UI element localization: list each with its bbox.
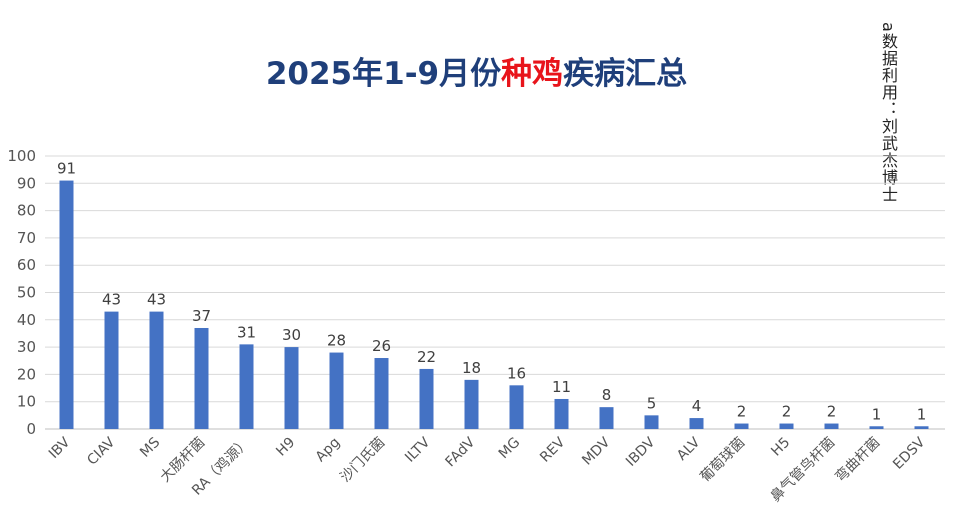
bar [689, 418, 704, 429]
bar [284, 347, 299, 429]
bar [914, 426, 929, 429]
data-label: 28 [327, 332, 346, 350]
title-prefix: 2025年1-9月份 [265, 56, 502, 92]
x-tick-label: EDSV [890, 434, 929, 473]
x-tick-label: 弯曲杆菌 [832, 434, 884, 486]
data-label: 37 [192, 307, 211, 325]
data-label: 91 [57, 160, 76, 178]
x-tick-label: Apg [313, 435, 344, 466]
x-tick-label: MS [137, 434, 163, 460]
data-label: 16 [507, 364, 526, 382]
y-tick-label: 100 [7, 147, 36, 165]
data-label: 43 [102, 291, 121, 309]
y-tick-label: 50 [17, 284, 36, 302]
x-tick-label: ILTV [402, 434, 434, 466]
bar [824, 423, 839, 429]
data-label: 2 [737, 403, 747, 421]
x-tick-label: IBDV [623, 434, 659, 470]
x-tick-label: H5 [768, 435, 793, 460]
bar [464, 379, 479, 429]
x-tick-label: MDV [579, 434, 613, 468]
data-label: 30 [282, 326, 301, 344]
x-tick-label: H9 [273, 435, 298, 460]
chart-title: 2025年1-9月份种鸡疾病汇总 [0, 48, 953, 93]
title-accent: 种鸡 [501, 56, 564, 92]
x-tick-label: CIAV [84, 434, 118, 468]
data-label: 31 [237, 323, 256, 341]
data-label: 18 [462, 359, 481, 377]
bar [599, 407, 614, 429]
y-tick-label: 0 [26, 420, 36, 438]
bar [374, 358, 389, 429]
y-tick-label: 40 [17, 311, 36, 329]
data-label: 8 [602, 386, 612, 404]
bar [734, 423, 749, 429]
data-source-note: a数据利用：刘武杰博士 [879, 22, 898, 203]
bar [869, 426, 884, 429]
data-label: 22 [417, 348, 436, 366]
y-tick-label: 70 [17, 229, 36, 247]
x-tick-label: REV [537, 434, 569, 466]
y-tick-label: 30 [17, 338, 36, 356]
y-tick-label: 90 [17, 174, 36, 192]
data-label: 5 [647, 394, 657, 412]
x-tick-label: ALV [674, 434, 704, 464]
x-tick-label: FAdV [443, 434, 479, 470]
data-label: 4 [692, 397, 702, 415]
bar [554, 398, 569, 429]
data-label: 43 [147, 291, 166, 309]
bar [104, 311, 119, 429]
data-label: 2 [782, 403, 792, 421]
data-label: 26 [372, 337, 391, 355]
bar [644, 415, 659, 429]
bar [779, 423, 794, 429]
bar [59, 180, 74, 429]
bar [239, 344, 254, 429]
x-tick-label: 沙门氏菌 [337, 435, 388, 486]
y-tick-label: 80 [17, 202, 36, 220]
bar [329, 352, 344, 429]
y-tick-label: 20 [17, 365, 36, 383]
bar [194, 327, 209, 429]
x-tick-label: MG [496, 435, 524, 463]
data-label: 2 [827, 403, 837, 421]
data-label: 1 [917, 405, 927, 423]
x-tick-label: 葡萄球菌 [697, 435, 748, 486]
data-label: 1 [872, 405, 882, 423]
title-suffix: 疾病汇总 [563, 56, 688, 92]
y-tick-label: 10 [17, 393, 36, 411]
data-label: 11 [552, 378, 571, 396]
bar [149, 311, 164, 429]
bar [509, 385, 524, 429]
x-tick-label: IBV [46, 434, 74, 462]
bar [419, 368, 434, 429]
y-tick-label: 60 [17, 256, 36, 274]
